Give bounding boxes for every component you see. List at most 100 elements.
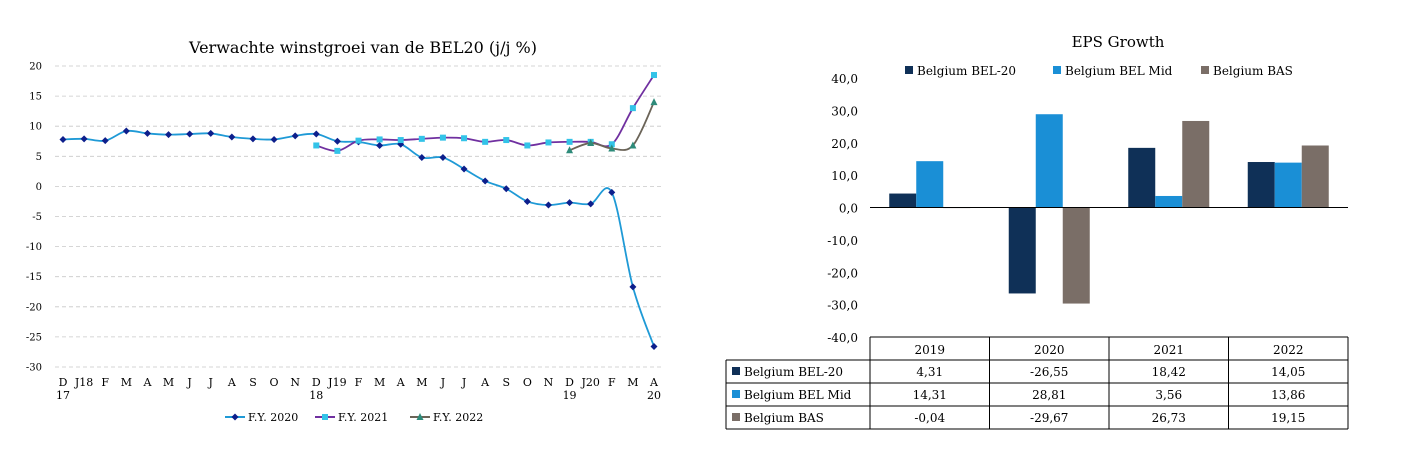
bar [1182, 120, 1210, 208]
data-point [101, 137, 109, 145]
data-point [59, 135, 67, 143]
data-point [629, 141, 637, 149]
y-tick-label: -10,0 [827, 234, 858, 248]
data-point [461, 135, 468, 142]
table-header-cell: 2020 [1034, 343, 1065, 357]
line-chart-grid [55, 65, 663, 368]
table-cell: 4,31 [916, 365, 943, 379]
data-point [608, 144, 616, 152]
data-point [418, 135, 425, 142]
y-tick-label: 10 [29, 122, 42, 133]
x-tick-label: M [374, 376, 385, 389]
legend-swatch [1053, 66, 1061, 74]
table-cell: 13,86 [1271, 388, 1305, 402]
data-point [439, 154, 447, 162]
bar [1247, 162, 1275, 208]
data-point [502, 185, 510, 193]
table-cell: -29,67 [1030, 411, 1068, 425]
bar [1035, 114, 1063, 208]
data-point [524, 142, 531, 149]
series-3 [566, 98, 658, 154]
bar [1301, 145, 1329, 208]
line-chart-series [59, 72, 658, 351]
x-tick-label: A [227, 376, 237, 389]
data-point [312, 130, 320, 138]
legend-label: F.Y. 2020 [248, 411, 298, 424]
data-point [650, 98, 658, 106]
table-row-swatch [732, 390, 740, 398]
data-point [228, 133, 236, 141]
table-cell: 14,05 [1271, 365, 1305, 379]
y-tick-label: -30 [26, 363, 42, 374]
data-point [313, 142, 320, 149]
y-tick-label: 40,0 [831, 72, 858, 86]
x-tick-label: J19 [327, 376, 346, 389]
bar [889, 193, 917, 208]
x-tick-label: J [186, 376, 191, 389]
table-cell: 3,56 [1155, 388, 1182, 402]
data-point [165, 131, 173, 139]
data-point [207, 129, 215, 137]
data-point [460, 165, 468, 173]
data-point [143, 129, 151, 137]
data-point [523, 197, 531, 205]
bar [916, 161, 944, 208]
x-tick-label: M [416, 376, 427, 389]
table-header-cell: 2022 [1273, 343, 1304, 357]
table-cell: 18,42 [1152, 365, 1186, 379]
table-row-label: Belgium BEL-20 [744, 365, 843, 379]
bar-chart-legend: Belgium BEL-20 Belgium BEL Mid Belgium BAS [905, 64, 1293, 78]
line-chart: Verwachte winstgroei van de BEL20 (j/j %… [26, 38, 663, 424]
bar-chart-title: EPS Growth [1072, 33, 1165, 51]
x-tick-label: A [480, 376, 490, 389]
data-point [608, 141, 615, 148]
x-tick-label: M [163, 376, 174, 389]
bar-chart-bars [870, 114, 1348, 304]
data-point [608, 188, 616, 196]
y-tick-label: 5 [36, 152, 42, 163]
legend-marker [416, 413, 424, 420]
legend-label: F.Y. 2022 [433, 411, 483, 424]
x-tick-label: M [627, 376, 638, 389]
bar [1008, 207, 1036, 294]
data-point [629, 105, 636, 112]
x-tick-label: J20 [580, 376, 599, 389]
x-tick-label: F [608, 376, 616, 389]
data-point [587, 200, 595, 208]
x-tick-sublabel: 19 [563, 389, 577, 402]
y-tick-label: 20,0 [831, 137, 858, 151]
table-row-label: Belgium BEL Mid [744, 388, 852, 402]
data-point [481, 177, 489, 185]
legend-swatch [905, 66, 913, 74]
data-point [482, 138, 489, 145]
x-tick-label: O [523, 376, 532, 389]
data-point [503, 137, 510, 144]
x-tick-label: D [59, 376, 68, 389]
x-tick-label: D [312, 376, 321, 389]
line-chart-title: Verwachte winstgroei van de BEL20 (j/j %… [188, 38, 537, 57]
data-point [650, 343, 658, 351]
bar-chart: EPS Growth Belgium BEL-20 Belgium BEL Mid… [725, 33, 1349, 430]
x-tick-label: O [270, 376, 279, 389]
x-tick-label: A [649, 376, 659, 389]
x-tick-label: J [461, 376, 466, 389]
x-tick-label: F [101, 376, 109, 389]
bar-chart-data-table: 2019 2020 2021 2022 Belgium BEL-20 4,31 -26,55… [725, 336, 1349, 430]
x-tick-label: S [502, 376, 510, 389]
data-point [566, 138, 573, 145]
y-tick-label: -40,0 [827, 331, 858, 345]
legend-label: F.Y. 2021 [338, 411, 388, 424]
line-chart-legend: F.Y. 2020 F.Y. 2021 F.Y. 2022 [225, 411, 483, 424]
data-point [291, 132, 299, 140]
bar [1155, 195, 1183, 208]
table-row-label: Belgium BAS [744, 411, 824, 425]
series-line [62, 129, 655, 347]
y-tick-label: 15 [29, 92, 42, 103]
line-chart-x-ticks: D J18 F M A M J J A S O N D J19 F M A M J J A S O N D J20 F M A17 18 1… [56, 376, 661, 402]
x-tick-label: A [142, 376, 152, 389]
data-point [629, 283, 637, 291]
series-2 [313, 72, 657, 154]
y-tick-label: 30,0 [831, 104, 858, 118]
x-tick-sublabel: 20 [647, 389, 661, 402]
y-tick-label: 0,0 [839, 202, 858, 216]
